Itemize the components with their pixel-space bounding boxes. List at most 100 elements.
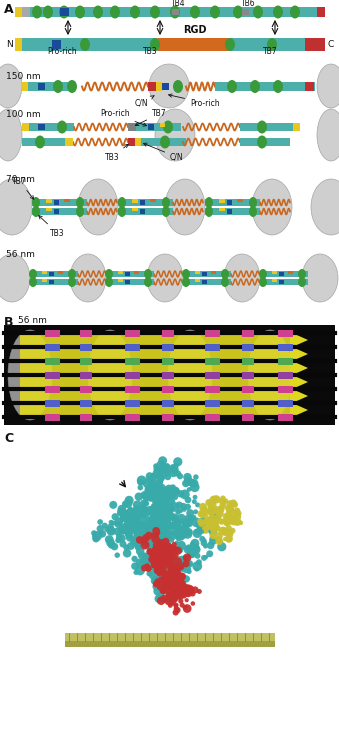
Ellipse shape: [167, 553, 176, 562]
Ellipse shape: [163, 573, 172, 581]
Bar: [20, 377, 290, 387]
Bar: [205, 330, 220, 336]
Ellipse shape: [153, 562, 160, 569]
Ellipse shape: [154, 526, 163, 535]
Bar: [140, 209, 145, 214]
Ellipse shape: [163, 121, 173, 133]
Ellipse shape: [180, 587, 185, 591]
Ellipse shape: [156, 563, 164, 572]
Ellipse shape: [152, 532, 158, 539]
Ellipse shape: [165, 542, 172, 550]
Text: B: B: [4, 316, 14, 329]
Ellipse shape: [155, 503, 160, 508]
Ellipse shape: [162, 486, 172, 496]
Bar: [278, 414, 293, 420]
Ellipse shape: [154, 519, 163, 528]
Ellipse shape: [158, 506, 167, 516]
Ellipse shape: [225, 535, 233, 542]
Ellipse shape: [156, 542, 164, 551]
Bar: [15, 7, 22, 17]
Ellipse shape: [161, 556, 165, 560]
Ellipse shape: [165, 573, 169, 577]
Bar: [242, 414, 254, 420]
Ellipse shape: [192, 499, 197, 504]
Ellipse shape: [129, 535, 134, 539]
Bar: [160, 123, 165, 127]
Ellipse shape: [168, 536, 173, 539]
Ellipse shape: [163, 584, 173, 594]
Bar: [205, 372, 220, 378]
Bar: [240, 123, 300, 131]
Ellipse shape: [154, 569, 159, 574]
Ellipse shape: [153, 500, 161, 509]
Ellipse shape: [223, 512, 232, 521]
Ellipse shape: [134, 528, 143, 538]
Ellipse shape: [143, 507, 151, 516]
Ellipse shape: [206, 551, 213, 557]
Ellipse shape: [176, 562, 185, 571]
Ellipse shape: [184, 560, 191, 567]
Ellipse shape: [150, 480, 159, 489]
Ellipse shape: [163, 553, 172, 562]
Bar: [80, 358, 92, 364]
Ellipse shape: [155, 566, 159, 570]
Ellipse shape: [107, 528, 115, 535]
Ellipse shape: [140, 526, 150, 536]
Ellipse shape: [165, 560, 170, 565]
Ellipse shape: [146, 473, 154, 480]
Ellipse shape: [210, 531, 217, 539]
Bar: [106, 271, 154, 277]
Ellipse shape: [138, 523, 144, 529]
Ellipse shape: [159, 531, 164, 536]
Text: 56 nm: 56 nm: [6, 250, 35, 259]
Ellipse shape: [106, 526, 116, 536]
Ellipse shape: [173, 587, 180, 593]
Ellipse shape: [152, 529, 159, 537]
Ellipse shape: [177, 585, 184, 592]
Ellipse shape: [257, 135, 267, 149]
Ellipse shape: [311, 179, 339, 235]
Ellipse shape: [153, 567, 159, 573]
Ellipse shape: [108, 520, 114, 525]
Bar: [278, 400, 293, 406]
Ellipse shape: [159, 506, 165, 513]
Ellipse shape: [211, 526, 217, 531]
Ellipse shape: [161, 526, 170, 534]
Ellipse shape: [131, 562, 139, 570]
Bar: [242, 400, 254, 406]
Ellipse shape: [111, 520, 116, 526]
Ellipse shape: [207, 501, 217, 510]
Ellipse shape: [118, 534, 126, 542]
Ellipse shape: [201, 540, 207, 546]
Ellipse shape: [193, 495, 197, 500]
Ellipse shape: [186, 531, 190, 534]
Ellipse shape: [75, 5, 85, 18]
Bar: [20, 405, 290, 415]
Bar: [28, 82, 70, 91]
Bar: [125, 400, 140, 406]
Ellipse shape: [171, 590, 180, 598]
Text: Pro-rich: Pro-rich: [168, 94, 220, 107]
Bar: [305, 82, 314, 91]
Bar: [20, 349, 290, 359]
Ellipse shape: [152, 521, 162, 531]
Ellipse shape: [160, 584, 169, 593]
Ellipse shape: [170, 484, 174, 489]
Ellipse shape: [160, 573, 165, 577]
Ellipse shape: [158, 546, 163, 552]
Bar: [211, 271, 216, 274]
Ellipse shape: [157, 550, 164, 557]
Ellipse shape: [170, 590, 178, 598]
Ellipse shape: [164, 573, 173, 581]
Ellipse shape: [178, 578, 183, 584]
Ellipse shape: [182, 506, 187, 512]
Ellipse shape: [170, 576, 177, 584]
Ellipse shape: [165, 505, 172, 512]
Ellipse shape: [161, 569, 167, 576]
Ellipse shape: [136, 536, 144, 544]
Ellipse shape: [177, 541, 186, 551]
Ellipse shape: [159, 529, 164, 535]
Ellipse shape: [171, 546, 178, 554]
Ellipse shape: [32, 5, 42, 18]
Ellipse shape: [152, 514, 160, 523]
